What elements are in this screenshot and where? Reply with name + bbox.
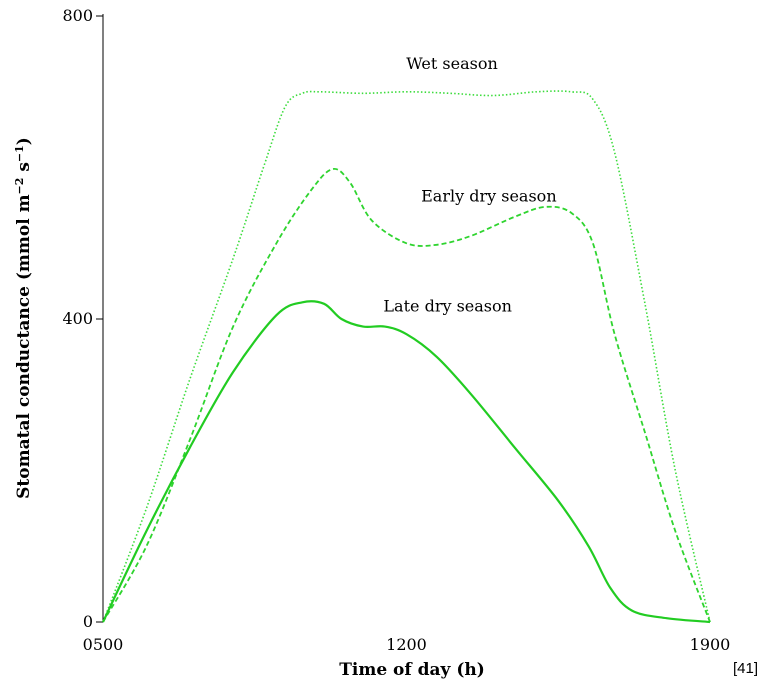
x-tick-label-0500: 0500 [83, 635, 124, 654]
citation-label: [41] [733, 660, 759, 677]
y-axis-title: Stomatal conductance (mmol m−2 s−1) [13, 137, 35, 499]
series-layer [102, 90, 711, 624]
series-label-late-dry-season: Late dry season [383, 296, 512, 315]
series-label-early-dry-season: Early dry season [421, 187, 557, 206]
y-axis-title-sup1: −2 [13, 178, 26, 195]
y-tick-label-0: 0 [83, 612, 93, 631]
y-ticks: 0 400 800 [62, 6, 103, 631]
y-tick-label-800: 800 [62, 6, 93, 25]
y-tick-label-400: 400 [62, 309, 93, 328]
series-line-wet-season [102, 90, 711, 623]
series-label-wet-season: Wet season [406, 54, 498, 73]
annotation-layer: Wet season Early dry season Late dry seaso… [383, 54, 556, 315]
x-ticks: 0500 1200 1900 [83, 635, 731, 654]
x-axis-title: Time of day (h) [339, 660, 485, 680]
series-line-late-dry-season [102, 300, 711, 624]
y-axis-title-end: ) [14, 137, 34, 145]
y-axis-title-main: Stomatal conductance (mmol m [14, 194, 34, 498]
y-axis-title-sup2: −1 [13, 145, 26, 162]
x-tick-label-1200: 1200 [386, 635, 427, 654]
x-tick-label-1900: 1900 [690, 635, 731, 654]
series-line-early-dry-season [102, 167, 711, 623]
y-axis-title-mid: s [14, 162, 34, 178]
